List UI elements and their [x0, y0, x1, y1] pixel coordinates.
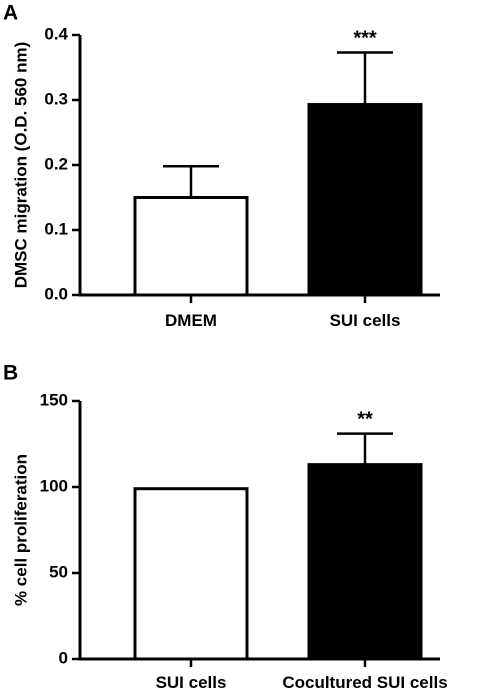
y-tick-label-4: 0.4 [44, 24, 68, 43]
y-axis-label: DMSC migration (O.D. 560 nm) [11, 42, 30, 289]
bar-0 [133, 487, 249, 661]
x-tick-label-0: DMEM [165, 311, 217, 330]
panel-label: B [3, 362, 18, 385]
panel-b: B % cell proliferation ** 0 50 100 150 SUI cell… [3, 362, 448, 692]
y-tick-label-2: 100 [40, 476, 68, 495]
x-tick-label-1: Cocultured SUI cells [282, 673, 447, 692]
bar-1 [307, 103, 423, 297]
bar-0 [133, 196, 249, 297]
y-tick-label-3: 150 [40, 390, 68, 409]
y-tick-label-3: 0.3 [44, 89, 68, 108]
x-tick-label-0: SUI cells [156, 673, 227, 692]
x-tick-label-1: SUI cells [330, 311, 401, 330]
bar-1 [307, 463, 423, 661]
y-tick-label-0: 0 [59, 648, 68, 667]
y-tick-label-1: 0.1 [44, 219, 68, 238]
panel-label: A [3, 2, 18, 25]
y-tick-label-1: 50 [49, 562, 68, 581]
y-axis-label: % cell proliferation [11, 454, 30, 606]
y-tick-label-2: 0.2 [44, 154, 68, 173]
significance-label-1: *** [353, 28, 377, 50]
y-tick-label-0: 0.0 [44, 284, 68, 303]
panel-a: A DMSC migration (O.D. 560 nm) *** 0.0 0.1 0.… [3, 2, 440, 330]
significance-label-1: ** [357, 409, 373, 431]
